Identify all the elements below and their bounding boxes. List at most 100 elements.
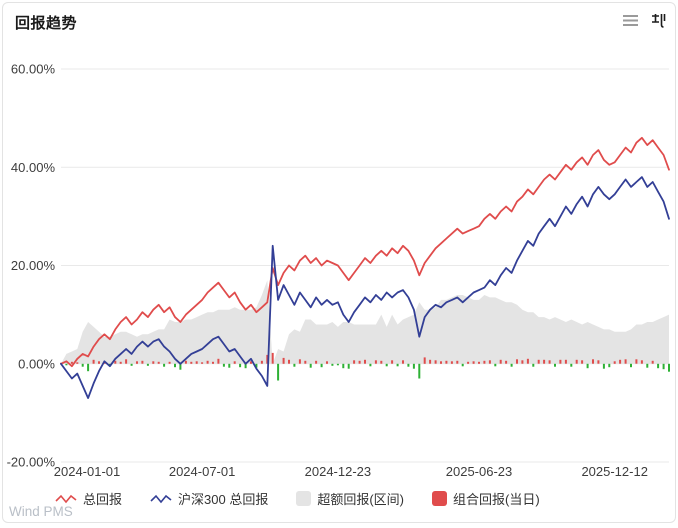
series-daily-return-bar[interactable] [71,362,73,364]
series-daily-return-bar[interactable] [152,361,154,364]
series-daily-return-bar[interactable] [369,364,371,367]
series-daily-return-bar[interactable] [413,364,415,369]
series-daily-return-bar[interactable] [668,364,670,372]
series-daily-return-bar[interactable] [646,364,648,368]
series-daily-return-bar[interactable] [131,364,133,366]
series-daily-return-bar[interactable] [87,364,89,371]
series-daily-return-bar[interactable] [147,364,149,366]
series-daily-return-bar[interactable] [321,364,323,367]
series-daily-return-bar[interactable] [158,362,160,364]
series-daily-return-bar[interactable] [657,364,659,368]
series-daily-return-bar[interactable] [614,361,616,364]
chart-canvas[interactable]: 60.00%40.00%20.00%0.00%-20.00%2024-01-01… [3,3,678,528]
series-daily-return-bar[interactable] [576,360,578,364]
series-daily-return-bar[interactable] [310,364,312,368]
series-daily-return-bar[interactable] [478,362,480,364]
series-daily-return-bar[interactable] [456,361,458,364]
series-daily-return-bar[interactable] [212,362,214,364]
series-daily-return-bar[interactable] [505,361,507,364]
series-daily-return-bar[interactable] [348,364,350,369]
series-daily-return-bar[interactable] [93,360,95,364]
series-daily-return-bar[interactable] [304,361,306,364]
series-daily-return-bar[interactable] [483,361,485,364]
series-daily-return-bar[interactable] [603,364,605,369]
series-daily-return-bar[interactable] [136,361,138,364]
series-daily-return-bar[interactable] [424,357,426,363]
series-daily-return-bar[interactable] [342,364,344,368]
series-daily-return-bar[interactable] [435,360,437,363]
series-daily-return-bar[interactable] [489,360,491,363]
series-daily-return-bar[interactable] [169,362,171,364]
series-daily-return-bar[interactable] [549,360,551,363]
series-daily-return-bar[interactable] [223,364,225,367]
series-daily-return-bar[interactable] [516,359,518,363]
series-daily-return-bar[interactable] [462,364,464,367]
series-daily-return-bar[interactable] [559,360,561,364]
series-daily-return-bar[interactable] [570,364,572,367]
series-daily-return-bar[interactable] [190,362,192,364]
series-daily-return-bar[interactable] [217,359,219,364]
series-daily-return-bar[interactable] [391,360,393,363]
series-daily-return-bar[interactable] [185,361,187,364]
series-daily-return-bar[interactable] [163,364,165,367]
series-daily-return-bar[interactable] [532,364,534,367]
series-benchmark-line[interactable] [61,177,669,398]
series-daily-return-bar[interactable] [207,361,209,364]
series-daily-return-bar[interactable] [315,361,317,364]
series-daily-return-bar[interactable] [293,364,295,367]
series-daily-return-bar[interactable] [543,360,545,364]
series-daily-return-bar[interactable] [418,364,420,379]
series-daily-return-bar[interactable] [326,361,328,364]
series-daily-return-bar[interactable] [283,358,285,364]
legend-item-benchmark[interactable]: 沪深300 总回报 [150,489,268,508]
series-daily-return-bar[interactable] [429,360,431,364]
series-daily-return-bar[interactable] [511,364,513,367]
series-daily-return-bar[interactable] [331,364,333,366]
series-daily-return-bar[interactable] [554,364,556,367]
series-daily-return-bar[interactable] [397,364,399,367]
series-daily-return-bar[interactable] [65,364,67,366]
series-daily-return-bar[interactable] [597,360,599,363]
series-daily-return-bar[interactable] [581,360,583,363]
series-daily-return-bar[interactable] [527,359,529,364]
series-daily-return-bar[interactable] [473,361,475,364]
series-daily-return-bar[interactable] [120,362,122,364]
series-daily-return-bar[interactable] [228,364,230,368]
series-daily-return-bar[interactable] [234,361,236,364]
series-daily-return-bar[interactable] [386,364,388,367]
series-daily-return-bar[interactable] [521,360,523,363]
series-daily-return-bar[interactable] [652,361,654,364]
series-daily-return-bar[interactable] [538,360,540,364]
series-daily-return-bar[interactable] [440,361,442,364]
series-daily-return-bar[interactable] [174,364,176,367]
series-daily-return-bar[interactable] [407,364,409,367]
series-daily-return-bar[interactable] [337,364,339,366]
series-daily-return-bar[interactable] [261,361,263,364]
series-daily-return-bar[interactable] [299,359,301,363]
series-daily-return-bar[interactable] [587,364,589,368]
series-daily-return-bar[interactable] [364,360,366,364]
series-daily-return-bar[interactable] [630,364,632,367]
legend-item-excess-return[interactable]: 超额回报(区间) [296,489,404,508]
series-daily-return-bar[interactable] [402,360,404,363]
series-daily-return-bar[interactable] [467,362,469,364]
series-daily-return-bar[interactable] [608,364,610,367]
series-daily-return-bar[interactable] [565,360,567,364]
series-daily-return-bar[interactable] [288,360,290,364]
series-daily-return-bar[interactable] [98,361,100,364]
series-daily-return-bar[interactable] [82,364,84,367]
legend-item-daily-return[interactable]: 组合回报(当日) [432,489,540,508]
series-daily-return-bar[interactable] [76,362,78,364]
series-daily-return-bar[interactable] [625,359,627,363]
series-daily-return-bar[interactable] [451,361,453,364]
series-daily-return-bar[interactable] [663,364,665,369]
series-daily-return-bar[interactable] [125,359,127,363]
series-daily-return-bar[interactable] [277,364,279,381]
series-daily-return-bar[interactable] [239,364,241,367]
series-daily-return-bar[interactable] [272,353,274,364]
series-daily-return-bar[interactable] [201,362,203,364]
series-daily-return-bar[interactable] [494,364,496,367]
series-daily-return-bar[interactable] [592,359,594,363]
series-daily-return-bar[interactable] [500,360,502,364]
series-daily-return-bar[interactable] [619,360,621,364]
